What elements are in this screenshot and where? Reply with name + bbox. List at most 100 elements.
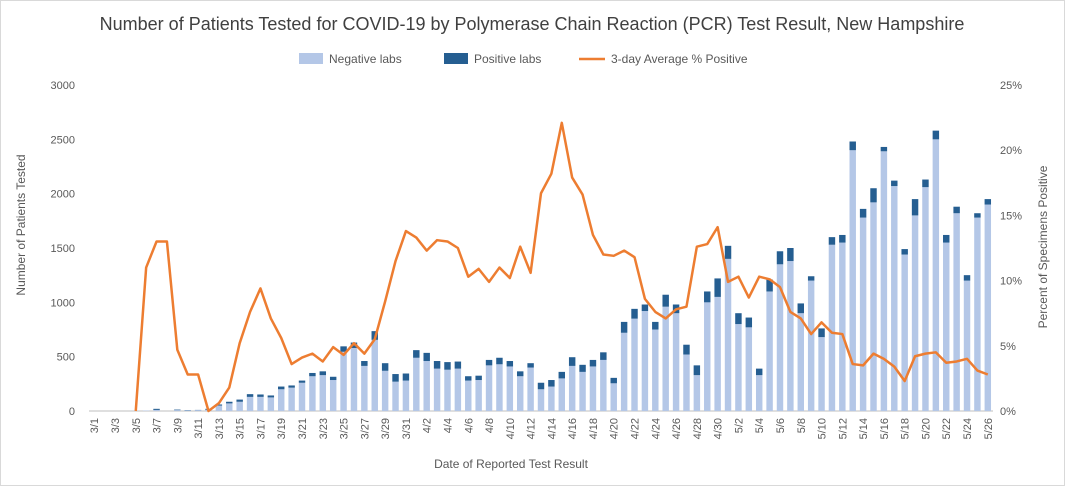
x-tick-label: 4/10	[505, 418, 517, 439]
y2-tick-label: 20%	[1000, 145, 1022, 157]
bar-negative	[652, 330, 658, 412]
bar-positive	[652, 322, 658, 330]
bar-positive	[257, 394, 263, 396]
bar-positive	[579, 365, 585, 372]
bar-negative	[423, 361, 429, 411]
bar-negative	[756, 375, 762, 411]
bar-negative	[226, 403, 232, 411]
bar-positive	[382, 363, 388, 371]
bar-negative	[475, 380, 481, 411]
bar-negative	[839, 243, 845, 411]
x-tick-label: 3/5	[131, 418, 143, 433]
bar-negative	[247, 397, 253, 411]
x-tick-label: 3/1	[89, 418, 101, 433]
bar-negative	[746, 327, 752, 411]
bar-negative	[683, 354, 689, 411]
x-tick-label: 5/6	[775, 418, 787, 433]
bar-negative	[735, 324, 741, 411]
bar-negative	[548, 387, 554, 411]
x-tick-label: 4/30	[713, 418, 725, 439]
bar-positive	[548, 380, 554, 387]
bar-positive	[392, 374, 398, 382]
bar-positive	[777, 251, 783, 264]
bar-positive	[725, 246, 731, 259]
bar-negative	[413, 358, 419, 411]
x-axis-label: Date of Reported Test Result	[434, 457, 589, 471]
bar-negative	[798, 313, 804, 411]
bar-negative	[694, 375, 700, 411]
x-tick-label: 3/17	[255, 418, 267, 439]
x-tick-label: 5/26	[983, 418, 995, 439]
legend: Negative labs Positive labs 3-day Averag…	[299, 52, 748, 66]
bar-negative	[808, 281, 814, 411]
x-tick-label: 4/14	[546, 418, 558, 439]
bar-negative	[496, 364, 502, 411]
x-tick-label: 4/2	[422, 418, 434, 433]
bar-positive	[226, 402, 232, 404]
y2-tick-label: 25%	[1000, 80, 1022, 92]
bar-negative	[392, 382, 398, 411]
x-tick-label: 3/29	[380, 418, 392, 439]
bar-negative	[351, 348, 357, 411]
bar-negative	[673, 313, 679, 411]
bar-negative	[631, 319, 637, 411]
bar-positive	[590, 360, 596, 367]
bar-positive	[465, 376, 471, 380]
bar-negative	[953, 213, 959, 411]
bar-positive	[538, 383, 544, 390]
bar-negative	[933, 139, 939, 411]
x-tick-label: 4/4	[442, 418, 454, 433]
x-tick-label: 3/25	[339, 418, 351, 439]
bar-negative	[901, 255, 907, 411]
x-tick-label: 3/7	[152, 418, 164, 433]
y2-tick-label: 10%	[1000, 276, 1022, 288]
x-tick-label: 3/3	[110, 418, 122, 433]
y-tick-label: 2000	[51, 189, 75, 201]
bar-positive	[922, 180, 928, 188]
bar-positive	[642, 305, 648, 312]
bar-positive	[933, 131, 939, 140]
x-tick-label: 5/20	[920, 418, 932, 439]
x-tick-label: 3/31	[401, 418, 413, 439]
bar-negative	[818, 337, 824, 411]
bar-positive	[870, 188, 876, 202]
bar-positive	[496, 358, 502, 365]
bar-negative	[860, 218, 866, 411]
bar-negative	[881, 151, 887, 411]
bar-negative	[372, 340, 378, 411]
bar-positive	[704, 291, 710, 302]
bar-positive	[475, 376, 481, 380]
x-tick-label: 5/24	[962, 418, 974, 439]
x-tick-label: 5/2	[733, 418, 745, 433]
y2-tick-label: 0%	[1000, 406, 1016, 418]
bar-negative	[309, 376, 315, 411]
bar-negative	[320, 375, 326, 411]
bar-negative	[912, 215, 918, 411]
bar-negative	[985, 205, 991, 411]
x-tick-label: 3/15	[235, 418, 247, 439]
bar-positive	[600, 352, 606, 360]
bar-positive	[818, 328, 824, 337]
bar-negative	[590, 366, 596, 411]
x-tick-label: 5/14	[858, 418, 870, 439]
y-tick-label: 2500	[51, 134, 75, 146]
y-tick-label: 500	[57, 352, 75, 364]
bar-negative	[382, 371, 388, 411]
bar-negative	[829, 245, 835, 411]
bar-negative	[340, 352, 346, 411]
y-tick-label: 3000	[51, 80, 75, 92]
chart-title: Number of Patients Tested for COVID-19 b…	[100, 14, 965, 34]
x-tick-label: 5/12	[837, 418, 849, 439]
bar-positive	[288, 385, 294, 387]
bar-positive	[631, 309, 637, 319]
bar-positive	[798, 303, 804, 313]
bar-negative	[870, 202, 876, 411]
legend-label-positive: Positive labs	[474, 52, 541, 66]
bar-positive	[517, 371, 523, 376]
bar-negative	[330, 380, 336, 411]
x-tick-label: 4/22	[630, 418, 642, 439]
legend-swatch-negative	[299, 53, 323, 64]
x-tick-label: 5/16	[879, 418, 891, 439]
bar-positive	[236, 400, 242, 402]
